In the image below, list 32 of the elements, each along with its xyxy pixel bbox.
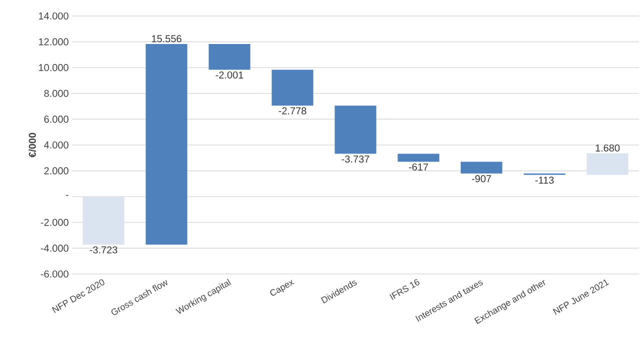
data-label: -2.778	[278, 107, 306, 114]
bar	[272, 70, 314, 106]
x-tick-label: NFP June 2021	[552, 279, 610, 315]
y-axis-title: €/000	[28, 132, 36, 158]
y-tick-label: 14.000	[38, 12, 68, 20]
data-label: -2.001	[216, 71, 244, 79]
data-label: -3.723	[90, 246, 118, 254]
bar	[334, 106, 376, 154]
data-label: -907	[472, 175, 492, 182]
x-tick-label: IFRS 16	[390, 279, 420, 300]
bar	[146, 44, 188, 245]
y-tick-label: 6.000	[44, 116, 68, 123]
bar	[82, 196, 124, 245]
bar	[460, 162, 502, 174]
bar	[586, 153, 628, 175]
y-tick-label: -2.000	[40, 218, 68, 226]
y-tick-label: 4.000	[44, 141, 68, 149]
data-label: -113	[535, 176, 554, 184]
data-label: -617	[408, 163, 428, 171]
y-tick-label: -4.000	[40, 244, 68, 252]
bar	[398, 154, 440, 162]
y-tick-label: 10.000	[38, 64, 68, 72]
y-tick-label: -	[66, 195, 68, 196]
bar	[208, 44, 250, 70]
y-tick-label: 12.000	[38, 38, 68, 46]
data-label: 1.680	[596, 144, 620, 152]
x-tick-label: Gross cash flow	[111, 280, 168, 315]
y-tick-label: 8.000	[44, 90, 68, 97]
y-tick-label: -6.000	[40, 270, 68, 278]
data-label: -3.737	[342, 156, 370, 163]
data-label: 15.556	[152, 35, 182, 42]
y-tick-label: 2.000	[44, 167, 68, 174]
